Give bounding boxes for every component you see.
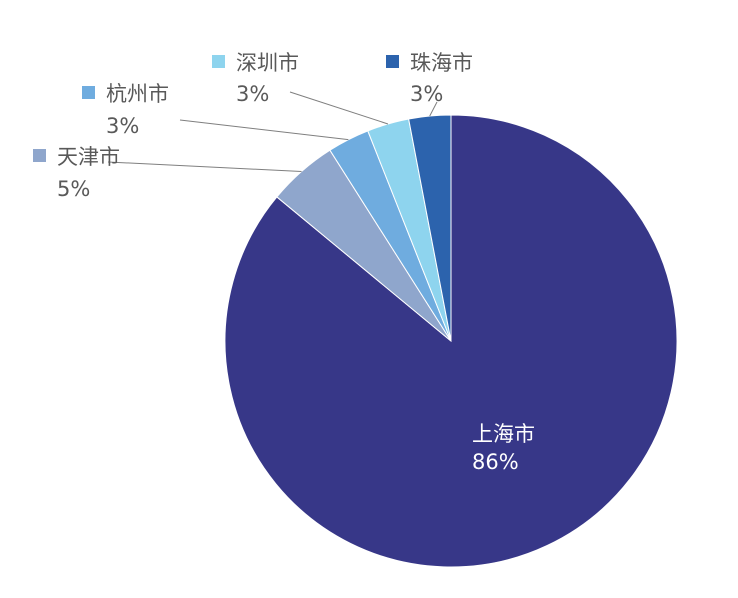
label-shenzhen: 深圳市 3% xyxy=(212,51,299,106)
leader-line-zhuhai xyxy=(429,101,438,117)
label-hangzhou-percent: 3% xyxy=(106,114,139,138)
legend-swatch-zhuhai xyxy=(386,55,399,68)
label-hangzhou: 杭州市 3% xyxy=(82,82,169,138)
label-shenzhen-percent: 3% xyxy=(236,82,269,106)
legend-swatch-tianjin xyxy=(33,149,46,162)
label-tianjin-name: 天津市 xyxy=(57,145,120,169)
label-shenzhen-name: 深圳市 xyxy=(236,51,299,75)
leader-line-tianjin xyxy=(107,161,302,172)
pie-slices xyxy=(224,114,678,568)
label-zhuhai-percent: 3% xyxy=(410,82,443,106)
label-shanghai-name: 上海市 xyxy=(472,422,535,446)
label-tianjin: 天津市 5% xyxy=(33,145,120,201)
legend-swatch-hangzhou xyxy=(82,86,95,99)
leader-lines xyxy=(107,91,438,172)
legend-swatch-shenzhen xyxy=(212,55,225,68)
label-zhuhai: 珠海市 3% xyxy=(386,51,473,106)
label-hangzhou-name: 杭州市 xyxy=(106,82,169,106)
leader-line-shenzhen xyxy=(289,91,389,125)
label-tianjin-percent: 5% xyxy=(57,177,90,201)
leader-line-hangzhou xyxy=(179,119,349,141)
label-zhuhai-name: 珠海市 xyxy=(410,51,473,75)
label-shanghai-percent: 86% xyxy=(472,450,519,474)
label-shanghai: 上海市 86% xyxy=(472,422,535,474)
